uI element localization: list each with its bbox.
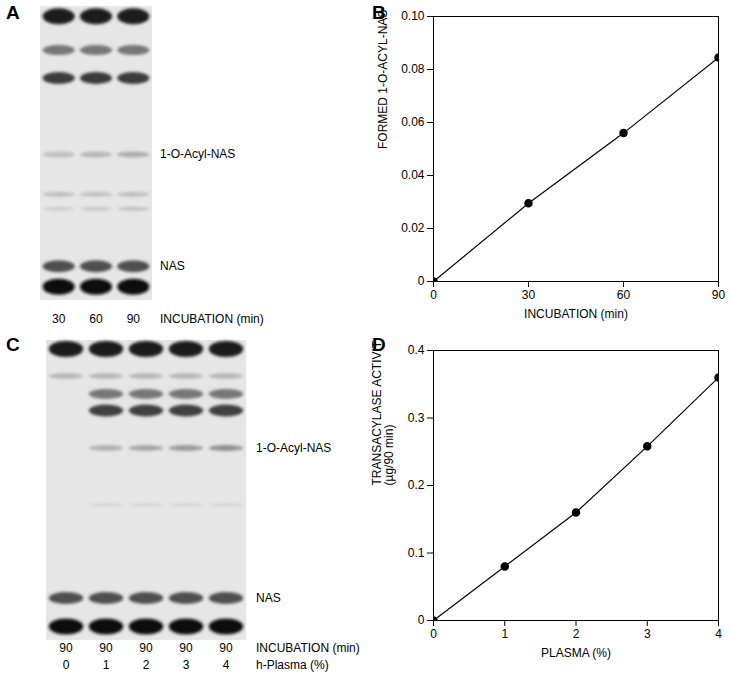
svg-text:NAS: NAS [256, 591, 281, 605]
svg-text:60: 60 [89, 312, 103, 326]
svg-text:2: 2 [573, 627, 580, 641]
svg-text:90: 90 [139, 641, 153, 655]
svg-text:1-O-Acyl-NAS: 1-O-Acyl-NAS [160, 147, 235, 161]
svg-text:INCUBATION (min): INCUBATION (min) [256, 641, 360, 655]
svg-text:h-Plasma (%): h-Plasma (%) [256, 658, 329, 672]
svg-text:1: 1 [103, 658, 110, 672]
svg-text:0: 0 [430, 288, 437, 302]
svg-text:0: 0 [418, 613, 425, 627]
svg-text:0: 0 [418, 274, 425, 288]
svg-text:0: 0 [63, 658, 70, 672]
svg-text:0.04: 0.04 [401, 168, 425, 182]
svg-text:30: 30 [522, 288, 536, 302]
svg-text:90: 90 [59, 641, 73, 655]
svg-text:0.4: 0.4 [408, 343, 425, 357]
svg-text:0.10: 0.10 [401, 9, 425, 23]
svg-text:3: 3 [183, 658, 190, 672]
svg-text:1: 1 [501, 627, 508, 641]
svg-text:90: 90 [99, 641, 113, 655]
svg-text:PLASMA (%): PLASMA (%) [541, 646, 611, 660]
svg-text:30: 30 [52, 312, 66, 326]
svg-text:90: 90 [179, 641, 193, 655]
svg-text:NAS: NAS [160, 259, 185, 273]
svg-text:3: 3 [644, 627, 651, 641]
svg-text:60: 60 [617, 288, 631, 302]
svg-text:0.1: 0.1 [408, 546, 425, 560]
svg-text:INCUBATION (min): INCUBATION (min) [160, 312, 264, 326]
svg-text:90: 90 [712, 288, 726, 302]
svg-text:1-O-Acyl-NAS: 1-O-Acyl-NAS [256, 441, 331, 455]
svg-text:0.2: 0.2 [408, 478, 425, 492]
svg-text:0.02: 0.02 [401, 221, 425, 235]
svg-text:0.3: 0.3 [408, 411, 425, 425]
svg-text:0: 0 [430, 627, 437, 641]
svg-text:90: 90 [127, 312, 141, 326]
svg-text:2: 2 [143, 658, 150, 672]
svg-text:90: 90 [219, 641, 233, 655]
svg-text:4: 4 [223, 658, 230, 672]
svg-text:FORMED 1-O-ACYL-NAS (µg): FORMED 1-O-ACYL-NAS (µg) [376, 6, 390, 149]
svg-text:4: 4 [715, 627, 722, 641]
svg-text:0.08: 0.08 [401, 62, 425, 76]
svg-text:0.06: 0.06 [401, 115, 425, 129]
svg-text:INCUBATION (min): INCUBATION (min) [524, 307, 628, 321]
svg-text:TRANSACYLASE ACTIVITY(µg/90 mi: TRANSACYLASE ACTIVITY(µg/90 min) [370, 340, 396, 486]
